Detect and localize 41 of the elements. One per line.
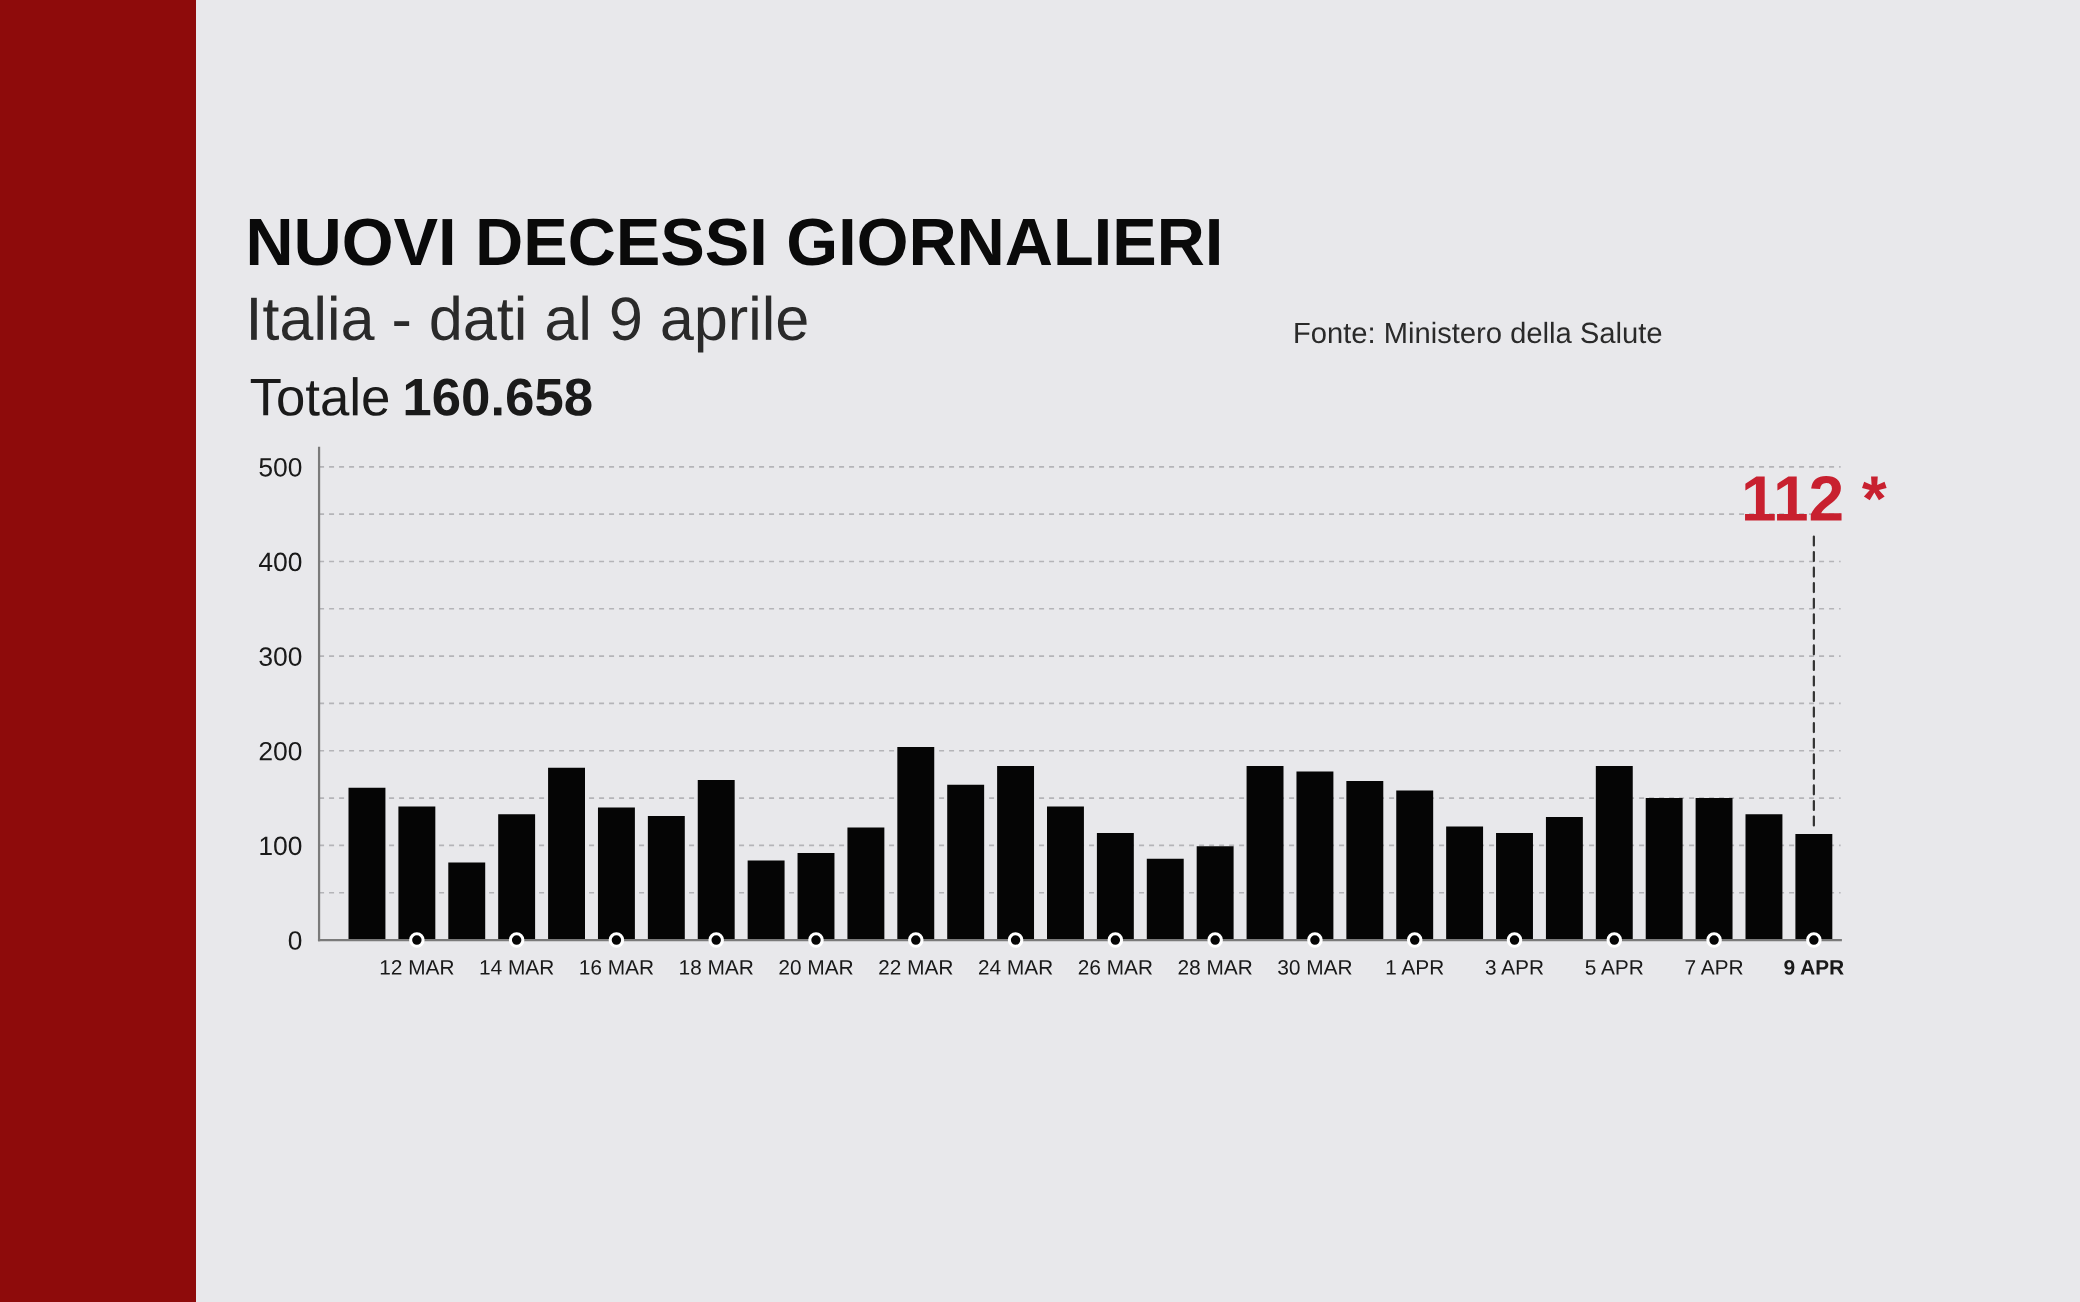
y-tick-label: 0 <box>288 931 302 950</box>
x-tick-label: 12 MAR <box>380 960 454 975</box>
x-tick-label: 14 MAR <box>480 960 554 975</box>
chart-title: NUOVI DECESSI GIORNALIERI <box>249 218 1219 266</box>
x-tick-label: 24 MAR <box>979 960 1053 975</box>
y-tick-label: 100 <box>260 836 302 856</box>
bar <box>847 827 885 941</box>
y-tick-label: 200 <box>259 741 302 761</box>
x-tick-label: 1 APR <box>1386 960 1444 975</box>
chart-subtitle: Italia - dati al 9 aprile <box>251 295 807 353</box>
x-tick-label: 3 APR <box>1485 960 1544 975</box>
source-note: Fonte: Ministero della Salute <box>1295 321 1662 344</box>
x-tick-label: 16 MAR <box>580 960 654 975</box>
text: Totale 160.658 <box>250 377 592 416</box>
x-tick-label: 30 MAR <box>1278 960 1352 975</box>
bar <box>1047 806 1084 941</box>
y-tick-label: 500 <box>259 457 302 477</box>
bar <box>548 767 585 941</box>
x-tick-label: 20 MAR <box>779 960 853 975</box>
bar <box>947 784 985 941</box>
x-tick-label: 28 MAR <box>1178 960 1252 975</box>
bar <box>348 787 386 941</box>
x-tick-label: 9 APR <box>1784 960 1844 975</box>
bar <box>1146 858 1184 941</box>
x-tick-label: 22 MAR <box>879 960 953 975</box>
bar <box>448 862 486 941</box>
x-tick-label: 18 MAR <box>680 960 753 975</box>
bar <box>747 860 785 941</box>
bar <box>1545 817 1583 941</box>
x-tick-label: 7 APR <box>1685 960 1743 975</box>
bar <box>1346 781 1384 941</box>
bar <box>1446 826 1484 941</box>
bar <box>1645 798 1683 941</box>
x-tick-label: 26 MAR <box>1078 960 1153 975</box>
bar <box>1745 814 1783 941</box>
annotation: 112 * <box>1745 475 1887 521</box>
x-tick-label: 5 APR <box>1585 960 1643 975</box>
y-tick-label: 300 <box>259 647 302 666</box>
bar <box>1246 765 1284 941</box>
y-tick-label: 400 <box>258 552 302 572</box>
bar <box>647 816 685 941</box>
